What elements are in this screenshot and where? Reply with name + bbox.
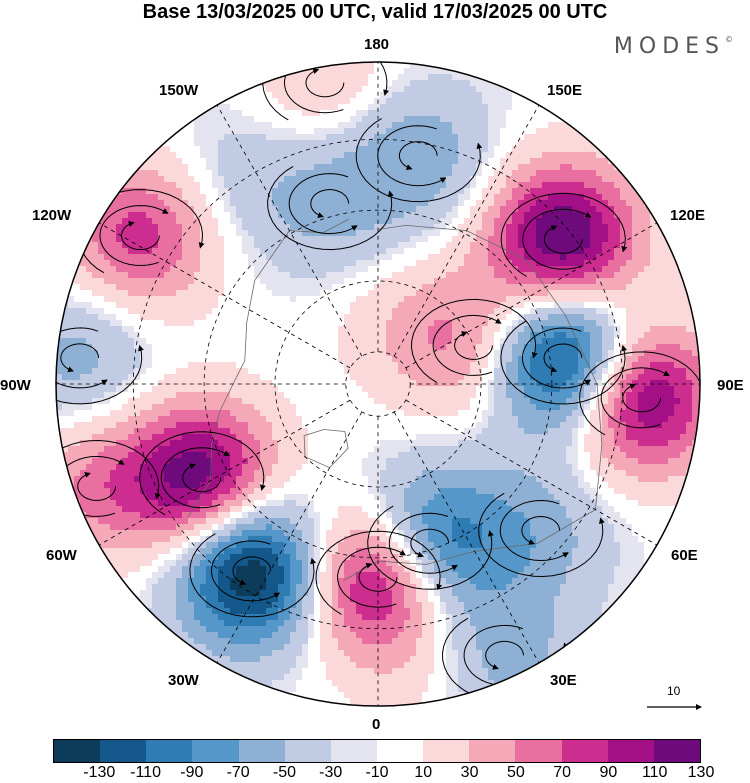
map-title: Base 13/03/2025 00 UTC, valid 17/03/2025… [142, 1, 608, 23]
colorbar-segment [238, 740, 285, 762]
colorbar-segment [515, 740, 562, 762]
lon-label-60e: 60E [671, 547, 698, 564]
colorbar-tick-label: -50 [272, 764, 296, 781]
colorbar-tick-label: -10 [365, 764, 389, 781]
lon-label-120e: 120E [670, 207, 706, 224]
colorbar-segment [469, 740, 516, 762]
lon-label-30w: 30W [168, 672, 199, 689]
colorbar-segment [376, 740, 424, 762]
lon-label-150w: 150W [159, 82, 199, 99]
lon-label-90w: 90W [0, 377, 31, 394]
colorbar-tick-label: -110 [130, 764, 161, 781]
graticule [56, 62, 700, 706]
colorbar-segment [330, 740, 377, 762]
colorbar-segment [607, 740, 654, 762]
lon-label-30e: 30E [550, 672, 577, 689]
colorbar-tick-label: 70 [553, 764, 572, 781]
colorbar-segment [284, 740, 331, 762]
colorbar [53, 739, 701, 763]
colorbar-segment [100, 740, 147, 762]
brand-text: MODES [613, 34, 725, 59]
colorbar-tick-label: 50 [506, 764, 525, 781]
colorbar-tick-label: 10 [414, 764, 433, 781]
colorbar-segment [192, 740, 239, 762]
colorbar-tick-label: 30 [460, 764, 479, 781]
colorbar-tick-label: -90 [180, 764, 204, 781]
modes-logo: MODES© [614, 34, 733, 59]
colorbar-segment [423, 740, 470, 762]
lon-label-90e: 90E [717, 377, 744, 394]
copyright-mark: © [725, 34, 733, 44]
lon-label-60w: 60W [46, 547, 77, 564]
colorbar-tick-label: 90 [599, 764, 618, 781]
colorbar-tick-label: -30 [319, 764, 343, 781]
colorbar-segment [54, 740, 101, 762]
lon-label-120w: 120W [32, 207, 72, 224]
colorbar-segment [561, 740, 608, 762]
lon-label-0: 0 [372, 716, 381, 733]
lon-label-150e: 150E [547, 82, 583, 99]
colorbar-tick-label: -70 [226, 764, 250, 781]
anomaly-field [56, 62, 700, 706]
colorbar-segment [653, 740, 700, 762]
colorbar-tick-label: 110 [641, 764, 668, 781]
lon-label-180: 180 [364, 36, 390, 53]
colorbar-segment [146, 740, 193, 762]
colorbar-tick-label: 130 [687, 764, 715, 781]
reference-vector-label: 10 [667, 684, 681, 698]
map-boundary [55, 61, 701, 707]
streamlines [56, 62, 700, 702]
colorbar-tick-label: -130 [83, 764, 116, 781]
